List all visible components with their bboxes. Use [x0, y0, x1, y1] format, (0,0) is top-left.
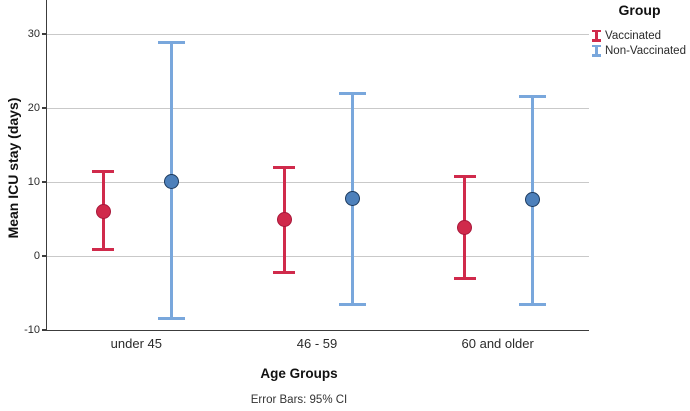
y-tick-label: 10 — [27, 175, 40, 188]
legend-item-label: Vaccinated — [605, 29, 662, 42]
y-tick-label: -10 — [24, 323, 40, 336]
legend-title: Group — [618, 2, 661, 18]
errorbar-icon-cap — [592, 54, 601, 57]
y-tick-mark — [42, 33, 46, 35]
errorbar-icon-line — [595, 29, 598, 42]
y-tick-mark — [42, 107, 46, 109]
mean-marker-non-vaccinated-46-59 — [344, 190, 360, 206]
mean-marker-vaccinated-46-59 — [276, 212, 292, 228]
errorbar-non-vaccinated-46-59-cap-bottom — [338, 302, 366, 306]
x-axis-title: Age Groups — [260, 366, 338, 381]
legend-item-label: Non-Vaccinated — [605, 44, 686, 57]
errorbar-icon — [592, 44, 601, 57]
x-tick-label: 60 and older — [461, 336, 534, 351]
legend-item-vaccinated: Vaccinated — [592, 29, 690, 42]
errorbar-non-vaccinated-under-45-cap-bottom — [157, 316, 185, 320]
errorbar-vaccinated-60-and-older-cap-bottom — [453, 277, 476, 281]
gridline — [47, 107, 589, 109]
errorbar-icon — [592, 29, 601, 42]
errorbar-non-vaccinated-46-59-cap-top — [338, 92, 366, 96]
mean-marker-vaccinated-under-45 — [95, 204, 111, 220]
errorbar-vaccinated-60-and-older-cap-top — [453, 174, 476, 178]
errorbar-vaccinated-46-59-cap-bottom — [273, 270, 295, 274]
gridline — [47, 255, 589, 257]
error-bars-footnote: Error Bars: 95% CI — [250, 394, 348, 406]
legend-items: Vaccinated Non-Vaccinated — [589, 29, 690, 57]
x-tick-label: under 45 — [110, 336, 162, 351]
gridline — [47, 33, 589, 35]
legend: Group Vaccinated Non-Vaccinated — [589, 0, 690, 57]
y-tick-mark — [42, 329, 46, 331]
mean-marker-vaccinated-60-and-older — [457, 219, 473, 235]
mean-marker-non-vaccinated-under-45 — [163, 173, 179, 189]
x-tick-label: 46 - 59 — [296, 336, 338, 351]
errorbar-vaccinated-under-45-cap-bottom — [92, 247, 115, 251]
errorbar-non-vaccinated-under-45-cap-top — [157, 40, 185, 44]
mean-marker-non-vaccinated-60-and-older — [525, 192, 541, 208]
y-tick-label: 30 — [27, 27, 40, 40]
errorbar-icon-line — [595, 44, 598, 57]
y-tick-mark — [42, 255, 46, 257]
gridline — [47, 181, 589, 183]
errorbar-non-vaccinated-60-and-older-cap-bottom — [519, 303, 547, 307]
y-tick-label: 20 — [27, 101, 40, 114]
errorbar-vaccinated-under-45-cap-top — [92, 170, 115, 174]
errorbar-vaccinated-46-59-cap-top — [273, 166, 295, 170]
errorbar-icon-cap — [592, 44, 601, 47]
errorbar-icon-cap — [592, 39, 601, 42]
errorbar-non-vaccinated-60-and-older-cap-top — [519, 94, 547, 98]
plot-area — [46, 0, 589, 331]
y-tick-label: 0 — [33, 249, 40, 262]
errorbar-icon-cap — [592, 29, 601, 32]
legend-item-non-vaccinated: Non-Vaccinated — [592, 44, 690, 57]
y-tick-mark — [42, 181, 46, 183]
